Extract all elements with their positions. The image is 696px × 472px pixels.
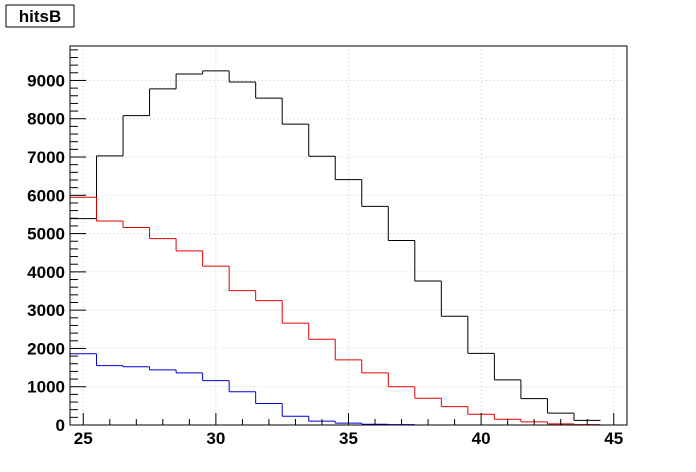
x-tick-label: 25: [74, 429, 93, 448]
y-tick-label: 2000: [27, 339, 65, 358]
histogram-series-1: [70, 196, 601, 426]
y-tick-label: 6000: [27, 186, 65, 205]
chart-title: hitsB: [19, 7, 62, 26]
y-tick-label: 0: [56, 416, 65, 435]
x-axis: 25 30 35 40 45: [74, 413, 623, 448]
x-tick-label: 30: [206, 429, 225, 448]
y-tick-label: 3000: [27, 301, 65, 320]
y-tick-label: 9000: [27, 71, 65, 90]
y-tick-label: 5000: [27, 225, 65, 244]
grid-lines: [70, 46, 627, 425]
title-box-frame: [5, 4, 75, 28]
x-tick-label: 45: [604, 429, 623, 448]
y-tick-label: 4000: [27, 263, 65, 282]
y-tick-label: 8000: [27, 110, 65, 129]
chart-title-box: hitsB: [5, 4, 75, 28]
y-tick-label: 7000: [27, 148, 65, 167]
x-tick-label: 40: [472, 429, 491, 448]
y-axis: 0 1000 2000 3000 4000 5000 6000 7000 8000 9000: [27, 49, 86, 435]
y-tick-label: 1000: [27, 378, 65, 397]
x-tick-label: 35: [339, 429, 358, 448]
